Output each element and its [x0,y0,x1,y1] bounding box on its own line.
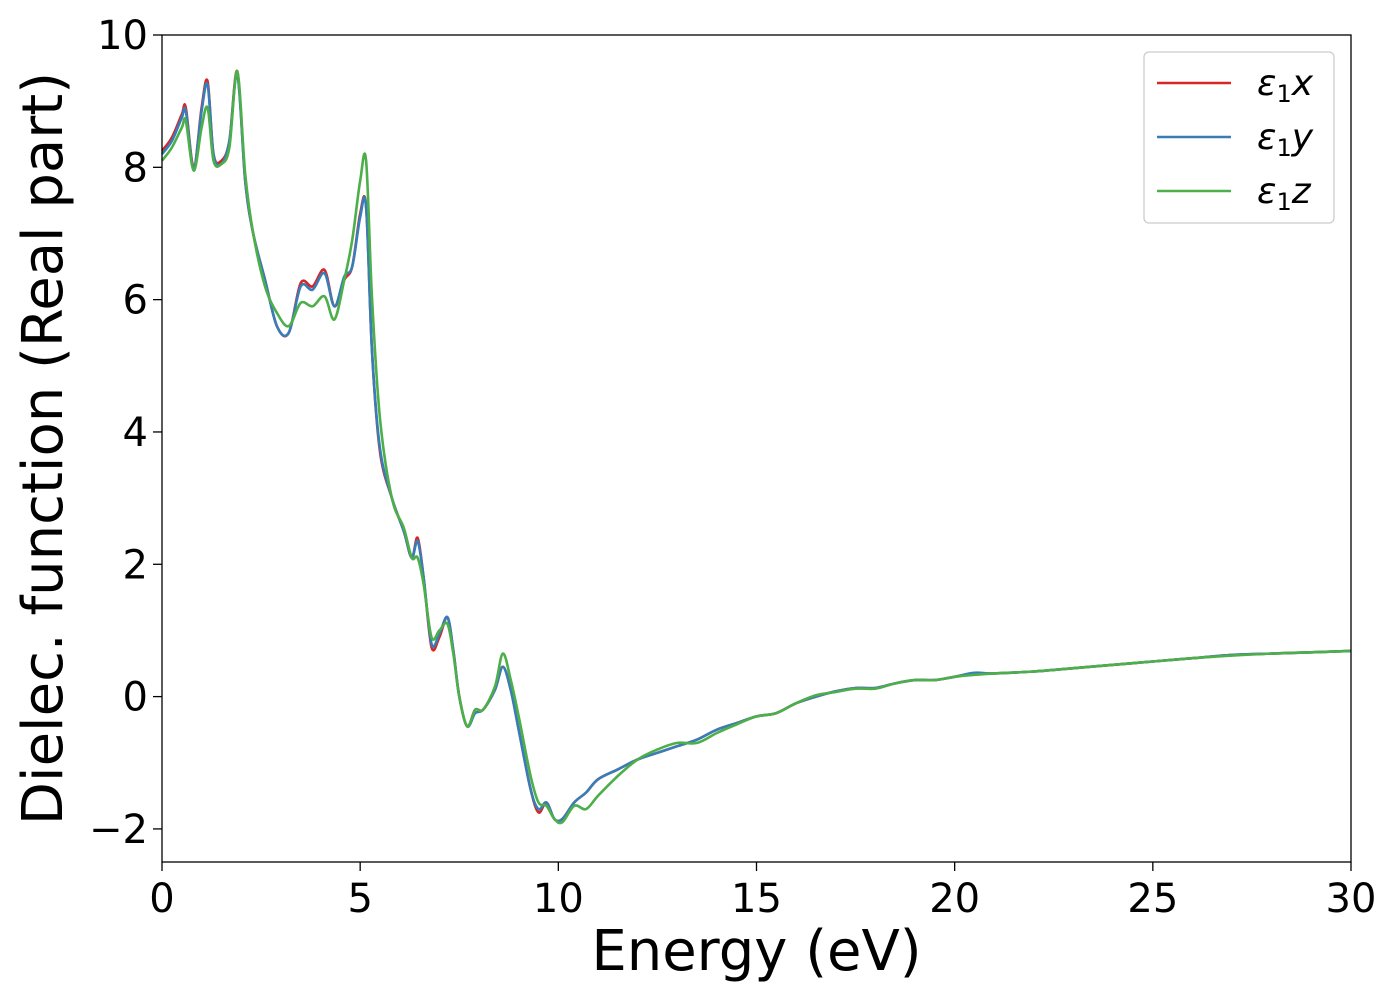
legend-suffix: x [1291,63,1314,104]
y-tick-label: −2 [89,807,148,853]
y-axis-label: Dielec. function (Real part) [11,72,76,825]
legend-subscript: 1 [1276,134,1291,162]
y-tick-label: 8 [123,145,148,191]
legend-symbol: ε [1257,117,1276,158]
legend-subscript: 1 [1276,80,1291,108]
x-tick-label: 20 [929,876,980,922]
y-tick-label: 6 [123,278,148,324]
y-axis-ticks: −2 0 2 4 6 8 10 [89,13,162,853]
x-axis-ticks: 0 5 10 15 20 25 30 [149,862,1376,922]
x-tick-label: 0 [149,876,174,922]
y-tick-label: 10 [97,13,148,59]
y-tick-label: 0 [123,675,148,721]
x-tick-label: 5 [347,876,372,922]
x-tick-label: 30 [1326,876,1377,922]
legend-suffix: y [1291,117,1314,158]
series-line-z [160,70,1352,825]
legend-label-y: ε1y [1257,117,1314,162]
legend-box [1143,51,1335,224]
legend-subscript: 1 [1276,188,1291,216]
y-tick-label: 2 [123,542,148,588]
legend-label-z: ε1z [1257,171,1312,216]
x-tick-label: 15 [731,876,782,922]
y-tick-label: 4 [123,410,148,456]
x-axis-label: Energy (eV) [591,919,921,984]
legend-symbol: ε [1257,171,1276,212]
legend-suffix: z [1291,171,1312,212]
x-tick-label: 10 [533,876,584,922]
legend-label-x: ε1x [1257,63,1314,108]
legend-symbol: ε [1257,63,1276,104]
x-tick-label: 25 [1127,876,1178,922]
series-layer [160,70,1352,825]
